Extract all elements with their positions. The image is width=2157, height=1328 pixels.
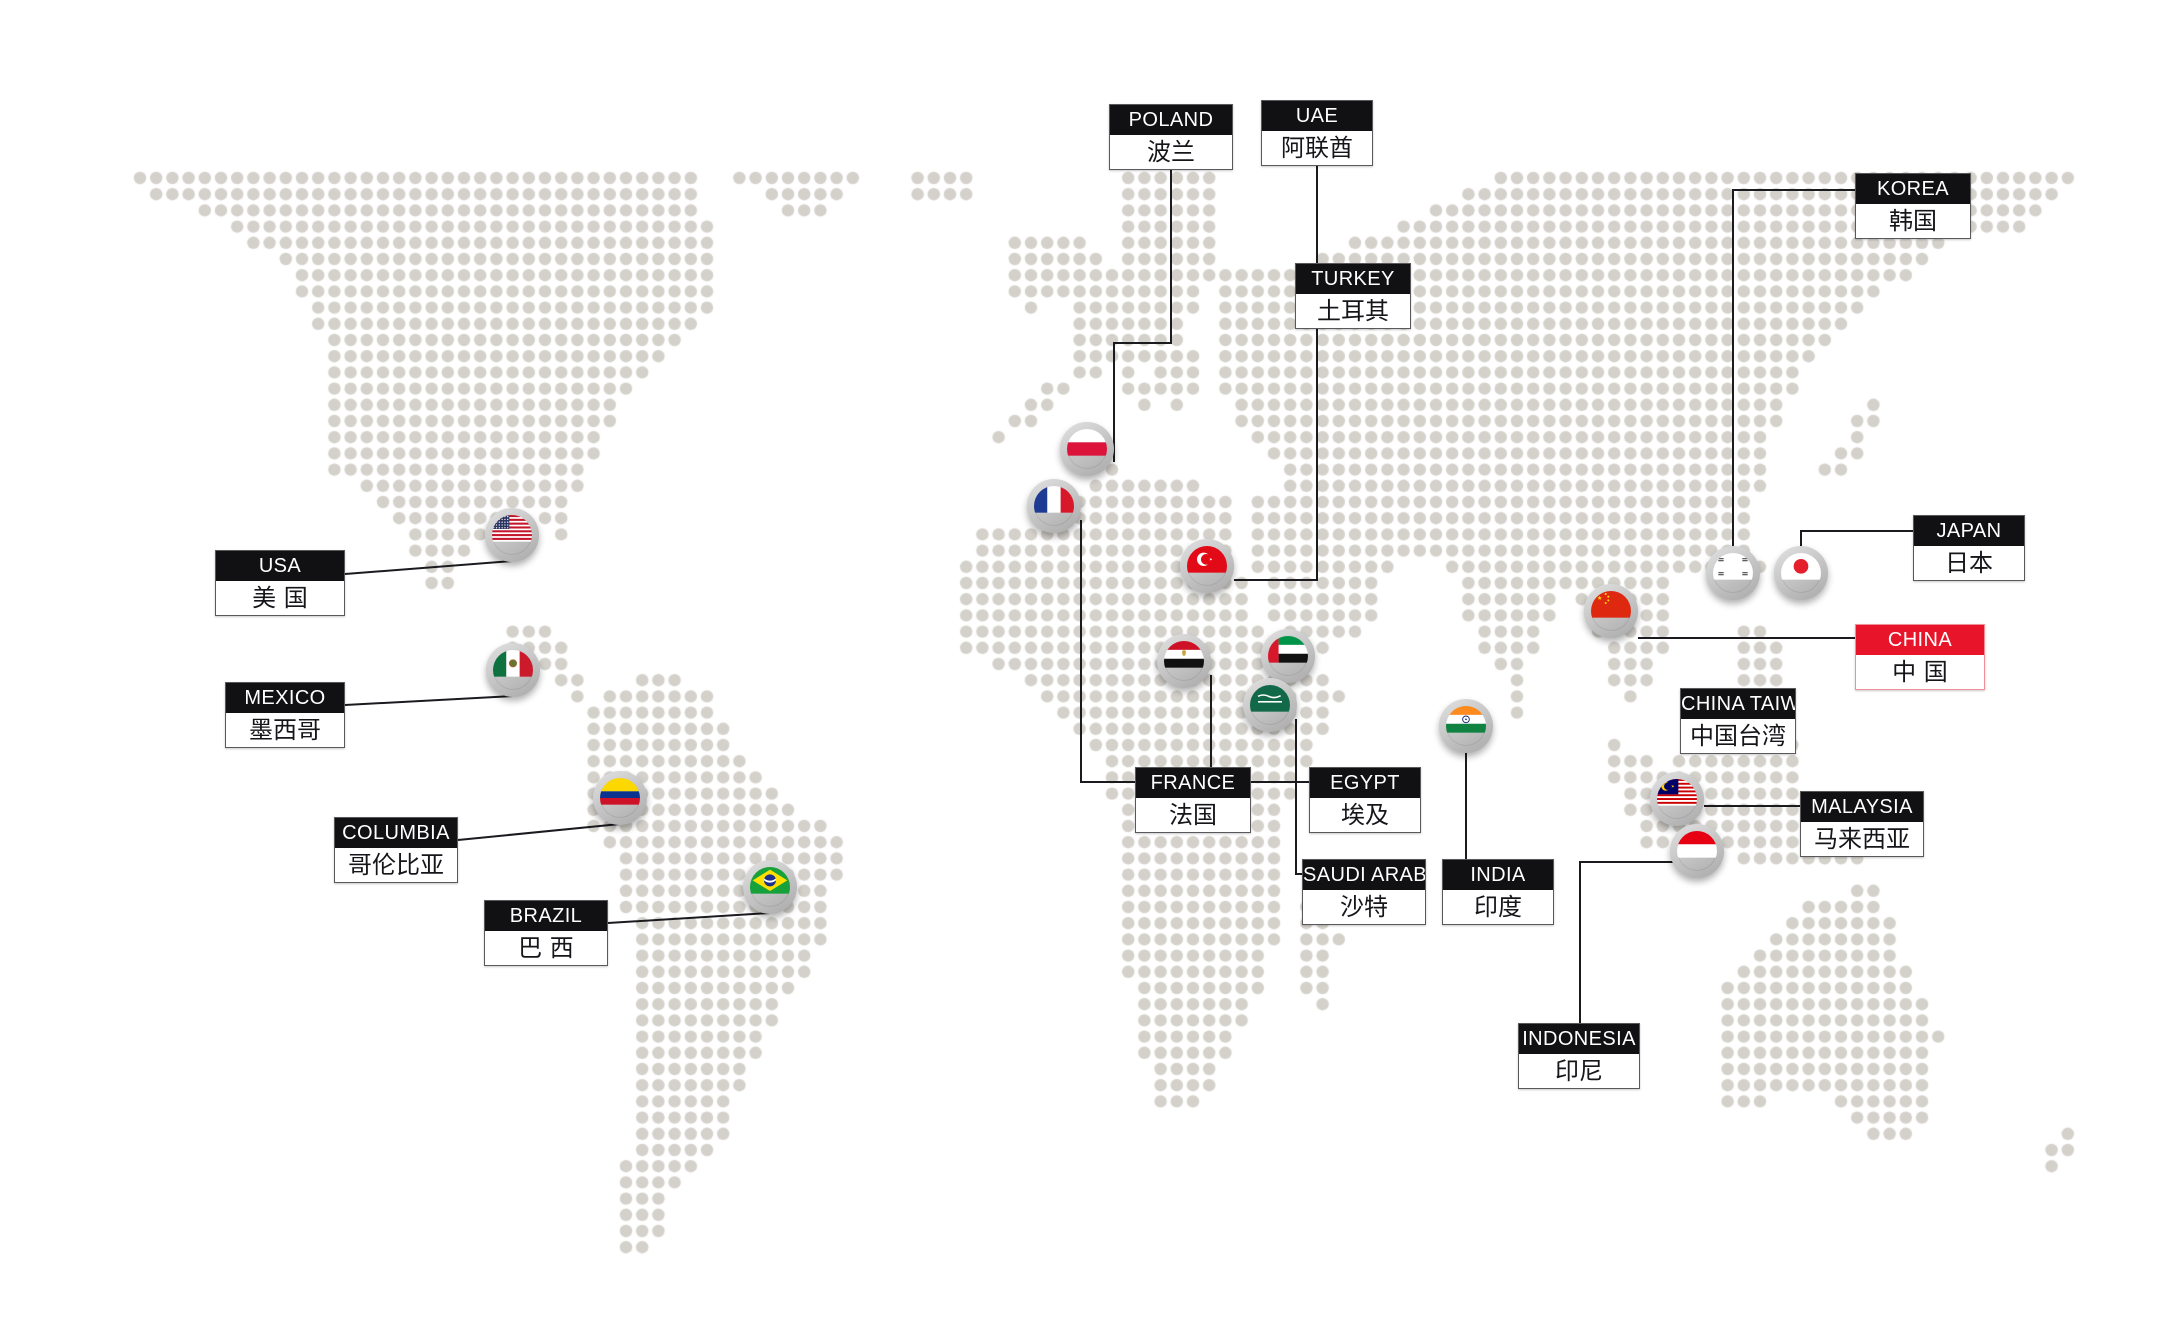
country-label-zh-usa: 美 国 (216, 581, 344, 615)
country-label-en-malaysia: MALAYSIA (1801, 792, 1923, 822)
country-label-en-france: FRANCE (1136, 768, 1250, 798)
country-label-en-india: INDIA (1443, 860, 1553, 890)
flag-marker-columbia[interactable] (593, 771, 647, 825)
flag-marker-uae[interactable] (1261, 629, 1315, 683)
country-label-en-china: CHINA (1856, 625, 1984, 655)
country-label-en-china-taiwan: CHINA TAIWAN (1681, 689, 1795, 719)
country-label-korea[interactable]: KOREA 韩国 (1855, 173, 1971, 239)
country-label-japan[interactable]: JAPAN 日本 (1913, 515, 2025, 581)
flag-marker-india[interactable] (1439, 699, 1493, 753)
country-label-india[interactable]: INDIA 印度 (1442, 859, 1554, 925)
country-label-en-japan: JAPAN (1914, 516, 2024, 546)
flag-marker-saudi-arabia[interactable] (1243, 678, 1297, 732)
flag-japan-icon (1781, 553, 1821, 593)
flag-saudi-arabia-icon (1250, 685, 1290, 725)
country-label-en-uae: UAE (1262, 101, 1372, 131)
country-label-china-taiwan[interactable]: CHINA TAIWAN中国台湾 (1680, 688, 1796, 754)
country-label-zh-china-taiwan: 中国台湾 (1681, 719, 1795, 753)
flag-france-icon (1034, 486, 1074, 526)
flag-usa-icon (492, 515, 532, 555)
country-label-en-saudi-arabia: SAUDI ARABIA (1303, 860, 1425, 890)
flag-india-icon (1446, 706, 1486, 746)
country-label-poland[interactable]: POLAND 波兰 (1109, 104, 1233, 170)
country-label-zh-brazil: 巴 西 (485, 931, 607, 965)
country-label-malaysia[interactable]: MALAYSIA 马来西亚 (1800, 791, 1924, 857)
flag-malaysia-icon (1657, 779, 1697, 819)
flag-uae-icon (1268, 636, 1308, 676)
country-label-indonesia[interactable]: INDONESIA 印尼 (1518, 1023, 1640, 1089)
country-label-turkey[interactable]: TURKEY 土耳其 (1295, 263, 1411, 329)
flag-marker-mexico[interactable] (486, 643, 540, 697)
flag-egypt-icon (1164, 641, 1204, 681)
country-label-france[interactable]: FRANCE 法国 (1135, 767, 1251, 833)
flag-marker-indonesia[interactable] (1670, 824, 1724, 878)
flag-marker-poland[interactable] (1060, 422, 1114, 476)
flag-mexico-icon (493, 650, 533, 690)
country-label-en-mexico: MEXICO (226, 683, 344, 713)
flag-brazil-icon (750, 867, 790, 907)
flag-indonesia-icon (1677, 831, 1717, 871)
country-label-uae[interactable]: UAE 阿联酋 (1261, 100, 1373, 166)
country-label-zh-india: 印度 (1443, 890, 1553, 924)
country-label-usa[interactable]: USA 美 国 (215, 550, 345, 616)
country-label-en-usa: USA (216, 551, 344, 581)
country-label-en-egypt: EGYPT (1310, 768, 1420, 798)
flag-marker-china[interactable] (1584, 584, 1638, 638)
country-label-mexico[interactable]: MEXICO 墨西哥 (225, 682, 345, 748)
country-label-saudi-arabia[interactable]: SAUDI ARABIA沙特 (1302, 859, 1426, 925)
country-label-en-korea: KOREA (1856, 174, 1970, 204)
country-label-zh-japan: 日本 (1914, 546, 2024, 580)
country-label-zh-malaysia: 马来西亚 (1801, 822, 1923, 856)
flag-marker-korea[interactable] (1706, 546, 1760, 600)
country-label-zh-saudi-arabia: 沙特 (1303, 890, 1425, 924)
flag-marker-france[interactable] (1027, 479, 1081, 533)
country-label-zh-indonesia: 印尼 (1519, 1054, 1639, 1088)
flag-marker-brazil[interactable] (743, 860, 797, 914)
country-label-zh-mexico: 墨西哥 (226, 713, 344, 747)
country-label-zh-poland: 波兰 (1110, 135, 1232, 169)
country-label-zh-turkey: 土耳其 (1296, 294, 1410, 328)
country-label-en-poland: POLAND (1110, 105, 1232, 135)
flag-poland-icon (1067, 429, 1107, 469)
country-label-en-columbia: COLUMBIA (335, 818, 457, 848)
flag-marker-egypt[interactable] (1157, 634, 1211, 688)
country-label-zh-uae: 阿联酋 (1262, 131, 1372, 165)
flag-marker-japan[interactable] (1774, 546, 1828, 600)
country-label-en-indonesia: INDONESIA (1519, 1024, 1639, 1054)
country-label-zh-china: 中 国 (1856, 655, 1984, 689)
flag-marker-turkey[interactable] (1180, 539, 1234, 593)
flag-china-icon (1591, 591, 1631, 631)
country-label-zh-columbia: 哥伦比亚 (335, 848, 457, 882)
flag-columbia-icon (600, 778, 640, 818)
country-label-zh-france: 法国 (1136, 798, 1250, 832)
country-label-zh-korea: 韩国 (1856, 204, 1970, 238)
flag-marker-malaysia[interactable] (1650, 772, 1704, 826)
country-label-china[interactable]: CHINA 中 国 (1855, 624, 1985, 690)
country-label-en-turkey: TURKEY (1296, 264, 1410, 294)
flag-south-korea-icon (1713, 553, 1753, 593)
country-label-en-brazil: BRAZIL (485, 901, 607, 931)
country-label-brazil[interactable]: BRAZIL 巴 西 (484, 900, 608, 966)
country-label-egypt[interactable]: EGYPT 埃及 (1309, 767, 1421, 833)
flag-turkey-icon (1187, 546, 1227, 586)
country-label-columbia[interactable]: COLUMBIA 哥伦比亚 (334, 817, 458, 883)
flag-marker-usa[interactable] (485, 508, 539, 562)
country-label-zh-egypt: 埃及 (1310, 798, 1420, 832)
